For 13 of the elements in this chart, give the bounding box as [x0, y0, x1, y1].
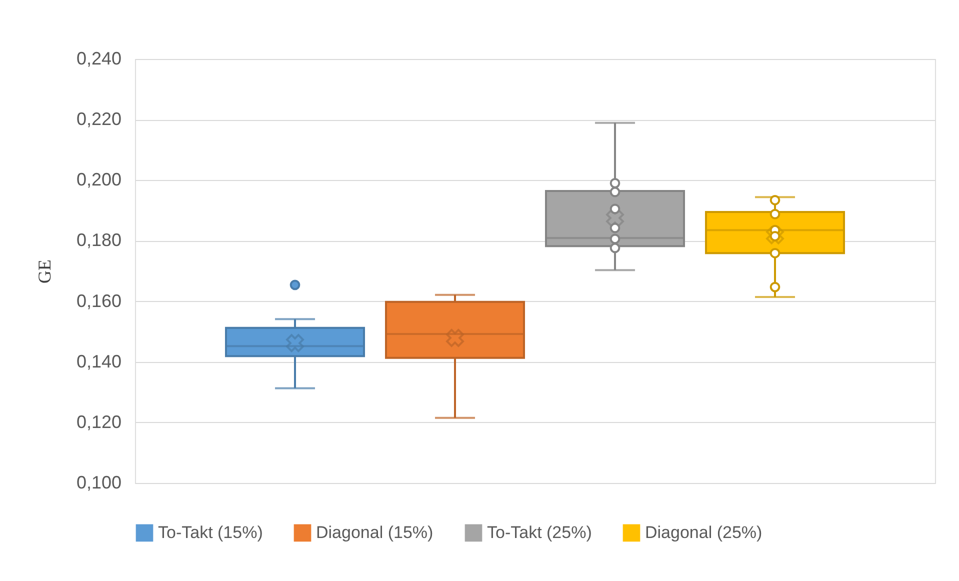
y-tick-label: 0,200: [76, 170, 122, 190]
y-axis-title: GE: [34, 260, 54, 284]
legend-label: To-Takt (25%): [487, 522, 592, 542]
y-tick-label: 0,100: [76, 472, 122, 492]
y-tick-label: 0,140: [76, 351, 122, 372]
y-tick-label: 0,240: [76, 48, 122, 68]
legend-label: Diagonal (15%): [316, 522, 434, 542]
y-tick-label: 0,220: [76, 109, 122, 130]
y-tick-label: 0,160: [76, 290, 122, 311]
y-tick-label: 0,180: [76, 230, 122, 250]
y-tick-label: 0,120: [76, 412, 122, 432]
legend-label: To-Takt (15%): [158, 522, 263, 542]
legend-label: Diagonal (25%): [645, 522, 762, 542]
